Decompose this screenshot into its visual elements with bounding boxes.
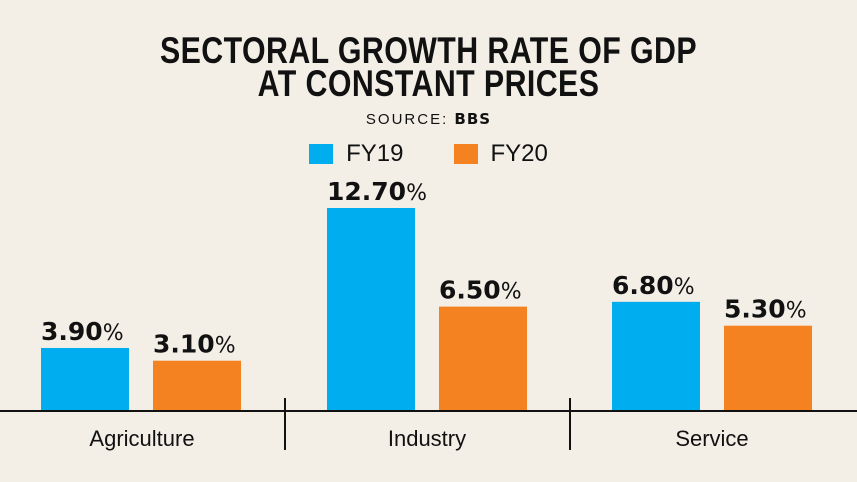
- x-tick-label: Service: [675, 426, 748, 451]
- bar-fy20-industry: [439, 306, 527, 410]
- legend: FY19 FY20: [0, 140, 857, 168]
- source-value: BBS: [454, 110, 492, 128]
- data-label: 5.30%: [724, 295, 807, 324]
- chart-title-line-1: SECTORAL GROWTH RATE OF GDP: [160, 30, 697, 71]
- legend-item-fy20: FY20: [453, 140, 548, 168]
- source-label: SOURCE:: [365, 111, 449, 128]
- data-label: 3.10%: [153, 330, 236, 359]
- legend-label-fy19: FY19: [346, 140, 404, 167]
- x-tick-label: Agriculture: [89, 426, 194, 451]
- bar-fy19-service: [612, 301, 700, 410]
- source-note: SOURCE: BBS: [0, 110, 857, 128]
- legend-label-fy20: FY20: [490, 140, 548, 167]
- legend-swatch-fy19: [309, 144, 334, 164]
- x-tick-label: Industry: [388, 426, 466, 451]
- data-label: 6.80%: [612, 271, 695, 300]
- bar-fy20-agriculture: [153, 360, 241, 410]
- legend-swatch-fy20: [453, 144, 478, 164]
- data-label: 12.70%: [327, 177, 427, 206]
- chart-title-line-2: AT CONSTANT PRICES: [257, 63, 600, 104]
- data-label: 6.50%: [439, 276, 522, 305]
- bar-fy19-industry: [327, 208, 415, 410]
- bar-fy19-agriculture: [41, 347, 129, 410]
- bar-fy20-service: [724, 325, 812, 410]
- legend-item-fy19: FY19: [309, 140, 404, 168]
- data-label: 3.90%: [41, 317, 124, 346]
